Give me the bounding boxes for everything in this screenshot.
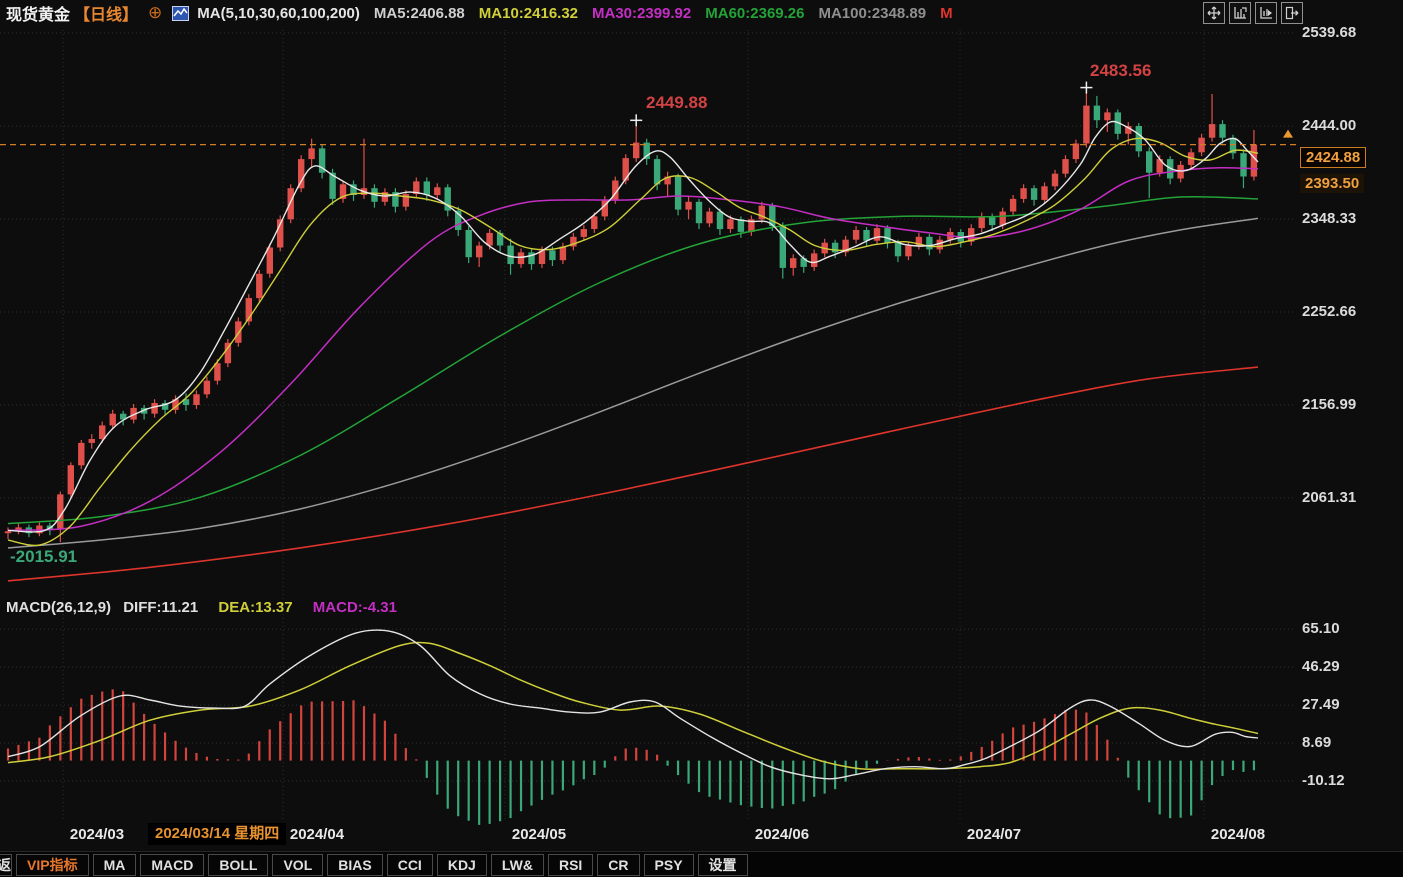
ma200-value-truncated: M — [940, 4, 953, 22]
price-axis-label: 2061.31 — [1302, 488, 1357, 506]
tab-vol[interactable]: VOL — [272, 854, 324, 876]
tab-lwr[interactable]: LW& — [490, 854, 544, 876]
tab-vip-indicators[interactable]: VIP指标 — [16, 854, 89, 876]
current-price-tag: 2424.88 — [1300, 147, 1367, 168]
month-axis-label: 2024/05 — [511, 826, 567, 843]
high-price-marker-1: 2449.88 — [646, 93, 708, 112]
month-axis-label: 2024/08 — [1210, 826, 1266, 843]
tab-cr[interactable]: CR — [597, 854, 640, 876]
chart-header: 现货黄金 【日线】 ⊕ MA(5,10,30,60,100,200) MA5:2… — [0, 0, 1403, 26]
tab-clipped[interactable]: 返 — [0, 854, 12, 876]
macd-axis-label: 8.69 — [1302, 734, 1332, 752]
macd-axis-label: 27.49 — [1302, 696, 1340, 714]
macd-axis-label: -10.12 — [1302, 772, 1345, 790]
ma100-value: MA100:2348.89 — [818, 4, 927, 22]
pan-move-icon[interactable] — [1203, 2, 1225, 24]
macd-header: MACD(26,12,9) DIFF:11.21 DEA:13.37 MACD:… — [6, 599, 397, 616]
tab-boll[interactable]: BOLL — [208, 854, 269, 876]
previous-price-tag: 2393.50 — [1300, 174, 1365, 193]
month-axis-label: 2024/04 — [289, 826, 345, 843]
month-axis-label: 2024/03 — [69, 826, 125, 843]
month-axis-label: 2024/06 — [754, 826, 810, 843]
play-forward-icon[interactable] — [1255, 2, 1277, 24]
macd-axis-label: 46.29 — [1302, 658, 1340, 676]
ma-params-label: MA(5,10,30,60,100,200) — [197, 4, 360, 22]
tab-rsi[interactable]: RSI — [547, 854, 594, 876]
price-axis-label: 2252.66 — [1302, 303, 1357, 320]
tab-cci[interactable]: CCI — [386, 854, 433, 876]
tab-macd[interactable]: MACD — [140, 854, 205, 876]
ma30-value: MA30:2399.92 — [592, 4, 692, 22]
period-label[interactable]: 【日线】 — [74, 7, 139, 24]
macd-bar-value: MACD:-4.31 — [312, 599, 397, 616]
macd-diff-value: DIFF:11.21 — [123, 599, 199, 616]
price-axis-label: 2539.68 — [1302, 24, 1357, 42]
indicator-toolbar: 返 VIP指标 MA MACD BOLL VOL BIAS CCI KDJ LW… — [0, 851, 1403, 877]
tab-kdj[interactable]: KDJ — [436, 854, 487, 876]
price-axis-label: 2444.00 — [1302, 117, 1357, 135]
price-axis-label: 2348.33 — [1302, 210, 1357, 228]
macd-dea-value: DEA:13.37 — [218, 599, 293, 616]
ma5-value: MA5:2406.88 — [373, 4, 465, 22]
symbol-name: 现货黄金 — [6, 7, 71, 24]
axis-scale-icon[interactable] — [1229, 2, 1251, 24]
low-price-marker: -2015.91 — [10, 547, 78, 566]
ma60-value: MA60:2369.26 — [705, 4, 805, 22]
selected-date-label: 2024/03/14 星期四 — [148, 823, 287, 845]
window-buttons — [1203, 2, 1303, 24]
tab-bias[interactable]: BIAS — [327, 854, 383, 876]
price-axis-label: 2156.99 — [1302, 395, 1357, 413]
line-chart-icon[interactable] — [172, 5, 190, 21]
tab-settings[interactable]: 设置 — [697, 854, 748, 876]
exit-fullscreen-icon[interactable] — [1281, 2, 1303, 24]
tab-psy[interactable]: PSY — [643, 854, 694, 876]
tab-ma[interactable]: MA — [92, 854, 137, 876]
high-price-marker-2: 2483.56 — [1090, 61, 1152, 80]
add-circle-icon[interactable]: ⊕ — [148, 3, 163, 22]
macd-axis-label: 65.10 — [1302, 620, 1340, 638]
macd-params-label: MACD(26,12,9) — [6, 599, 112, 616]
month-axis-label: 2024/07 — [966, 826, 1022, 843]
ma10-value: MA10:2416.32 — [478, 4, 579, 22]
